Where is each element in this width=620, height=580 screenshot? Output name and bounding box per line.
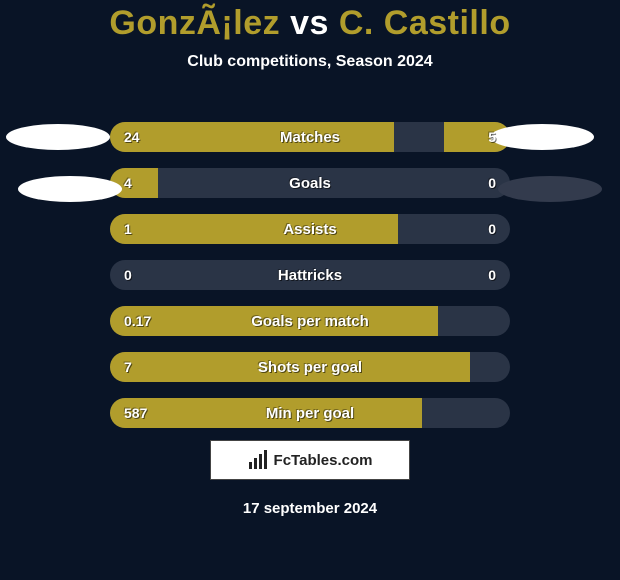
stat-row: 0 0Hattricks xyxy=(110,260,510,290)
player1-name: GonzÃ¡lez xyxy=(109,4,280,42)
logo-bars-icon xyxy=(248,450,270,470)
team-badge-ellipse xyxy=(18,176,122,202)
stat-right-value: 5 xyxy=(488,122,496,152)
stat-left-fill xyxy=(110,306,438,336)
stat-right-value: 0 xyxy=(488,214,496,244)
comparison-date: 17 september 2024 xyxy=(0,500,620,517)
stat-row: 0.17Goals per match xyxy=(110,306,510,336)
stat-left-value: 24 xyxy=(124,122,140,152)
stat-row: 10Assists xyxy=(110,214,510,244)
logo-text-rest: Tables.com xyxy=(291,452,372,469)
stat-left-fill xyxy=(110,214,398,244)
stat-left-fill xyxy=(110,352,470,382)
stat-left-fill xyxy=(110,122,394,152)
stat-row: 4 0Goals xyxy=(110,168,510,198)
stat-right-value: 0 xyxy=(488,168,496,198)
comparison-subtitle: Club competitions, Season 2024 xyxy=(0,53,620,71)
team-badge-ellipse xyxy=(498,176,602,202)
fctables-logo: FcTables.com xyxy=(210,440,410,480)
stat-left-fill xyxy=(110,398,422,428)
stat-left-value: 587 xyxy=(124,398,147,428)
stats-bars-container: 245Matches40Goals10Assists00Hattricks0.1… xyxy=(110,122,510,444)
stat-left-value: 0.17 xyxy=(124,306,151,336)
team-badge-ellipse xyxy=(6,124,110,150)
stat-row: 587Min per goal xyxy=(110,398,510,428)
stat-left-value: 1 xyxy=(124,214,132,244)
stat-right-value: 0 xyxy=(488,260,496,290)
stat-row: 7Shots per goal xyxy=(110,352,510,382)
player2-name: C. Castillo xyxy=(339,4,511,42)
comparison-title: GonzÃ¡lez vs C. Castillo xyxy=(0,0,620,43)
stat-label: Goals xyxy=(110,168,510,198)
stat-left-value: 4 xyxy=(124,168,132,198)
vs-text: vs xyxy=(290,4,329,42)
team-badge-ellipse xyxy=(490,124,594,150)
stat-row: 245Matches xyxy=(110,122,510,152)
logo-text: FcTables.com xyxy=(274,452,373,469)
stat-label: Hattricks xyxy=(110,260,510,290)
logo-text-bold: Fc xyxy=(274,452,292,469)
stat-left-value: 7 xyxy=(124,352,132,382)
stat-left-value: 0 xyxy=(124,260,132,290)
